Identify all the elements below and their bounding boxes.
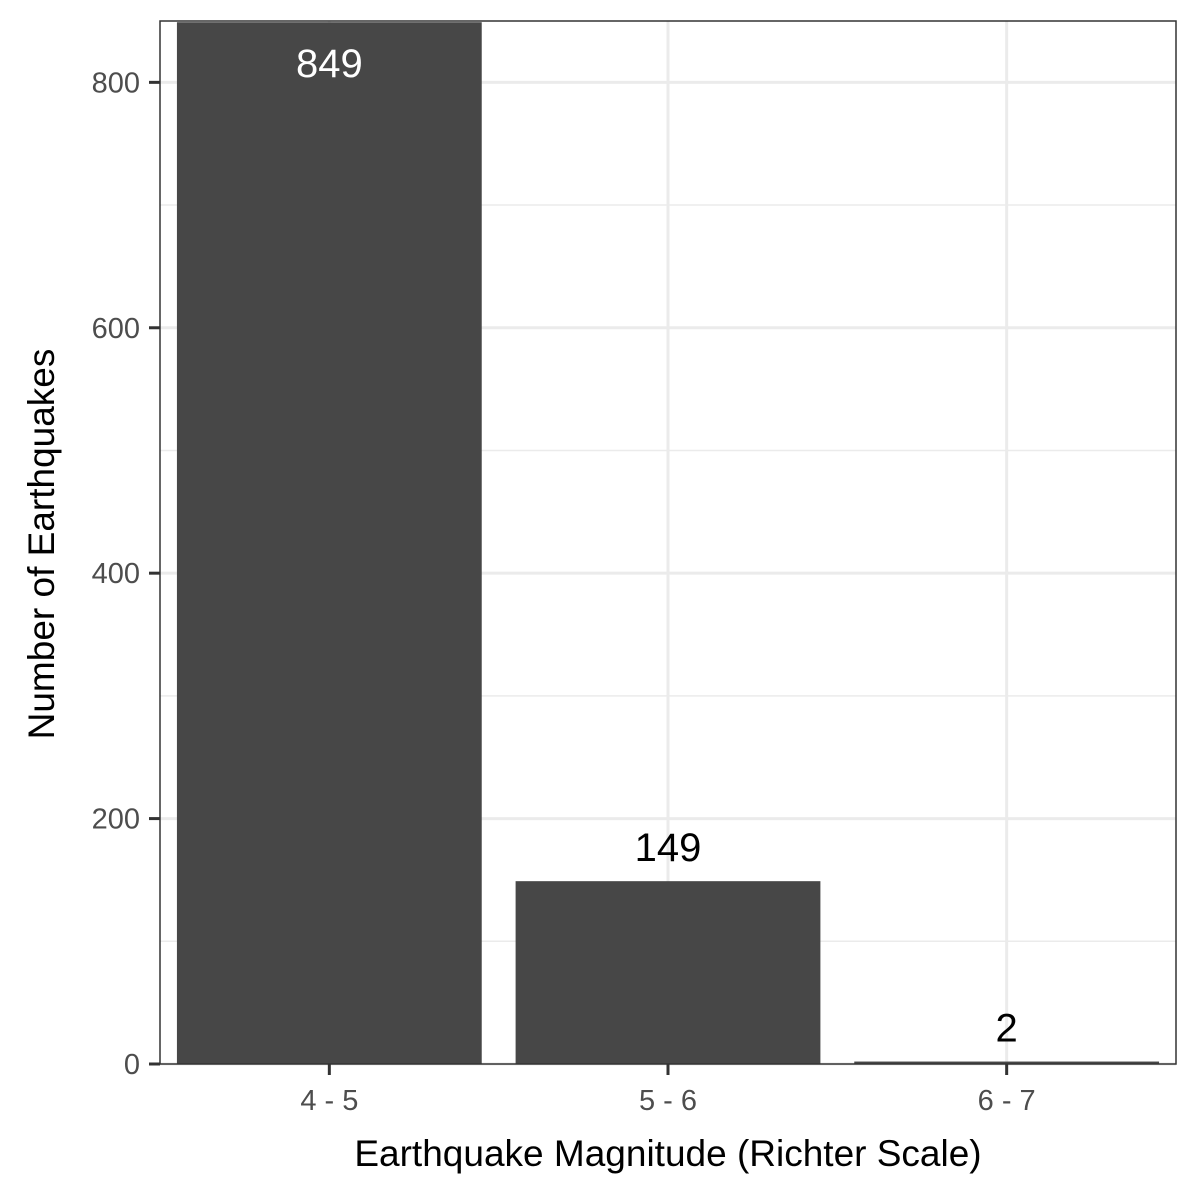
x-tick-label: 6 - 7	[978, 1085, 1036, 1117]
y-tick-label: 200	[92, 804, 140, 836]
x-tick-label: 5 - 6	[639, 1085, 697, 1117]
data-label: 849	[296, 42, 363, 86]
x-axis-title: Earthquake Magnitude (Richter Scale)	[354, 1133, 981, 1174]
y-tick-label: 0	[124, 1049, 140, 1081]
bar	[854, 1061, 1160, 1064]
axes: 0 200 400 600 800 4 - 5 5 - 6 6 - 7	[92, 67, 1036, 1117]
data-label: 2	[996, 1007, 1018, 1051]
bar	[176, 22, 482, 1065]
data-label: 149	[635, 826, 702, 870]
y-axis-title: Number of Earthquakes	[21, 349, 62, 740]
x-tick-label: 4 - 5	[300, 1085, 358, 1117]
y-tick-label: 600	[92, 313, 140, 345]
y-tick-label: 800	[92, 67, 140, 99]
bars	[176, 22, 1160, 1065]
data-labels: 849 149 2	[296, 42, 1018, 1050]
y-tick-label: 400	[92, 558, 140, 590]
bar	[515, 881, 821, 1064]
